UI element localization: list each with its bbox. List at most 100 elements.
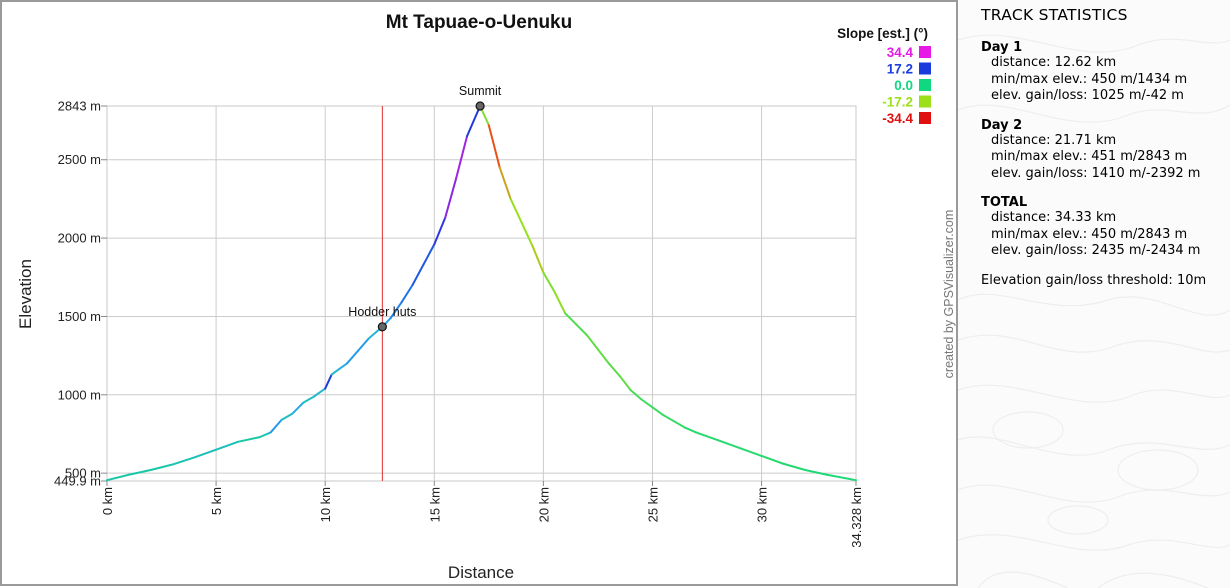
profile-segment (662, 414, 676, 423)
waypoint-marker (377, 322, 387, 332)
profile-segment (498, 166, 512, 200)
legend-swatch (919, 79, 931, 91)
profile-segment (716, 439, 741, 450)
profile-segment (586, 334, 599, 351)
waypoint-label: Hodder huts (348, 305, 416, 319)
profile-segment (330, 368, 340, 376)
track-statistics-panel: TRACK STATISTICS Day 1 distance: 12.62 k… (958, 0, 1230, 588)
profile-segment (433, 216, 447, 246)
plot-area (106, 105, 857, 482)
y-axis-label: Elevation (16, 259, 35, 329)
y-tick-label: 2843 m (58, 99, 101, 114)
y-tick-label: 2000 m (58, 231, 101, 246)
profile-segment (400, 284, 414, 304)
legend-entry-label: 34.4 (887, 45, 914, 60)
profile-segment (258, 431, 272, 439)
profile-segment (127, 469, 152, 476)
profile-segment (738, 447, 763, 457)
profile-segment (106, 473, 130, 482)
x-tick-label: 34.328 km (849, 487, 864, 548)
day1-stats: Day 1 distance: 12.62 km min/max elev.: … (981, 40, 1226, 105)
legend-entry-label: 17.2 (887, 62, 913, 77)
profile-segment (826, 473, 857, 482)
x-tick-label: 0 km (100, 487, 115, 515)
profile-segment (531, 244, 545, 274)
day2-title: Day 2 (981, 117, 1023, 133)
profile-segment (553, 290, 567, 315)
legend-title: Slope [est.] (°) (837, 26, 928, 41)
y-tick-label: 1500 m (58, 309, 101, 324)
stats-title: TRACK STATISTICS (981, 6, 1128, 24)
profile-segment (313, 387, 327, 398)
total-minmax-elevation: min/max elev.: 450 m/2843 m (991, 226, 1188, 242)
profile-segment (356, 337, 370, 352)
profile-segment (542, 271, 556, 293)
profile-segment (236, 436, 261, 443)
day2-gain-loss: elev. gain/loss: 1410 m/-2392 m (991, 165, 1201, 181)
topographic-background (958, 34, 1230, 588)
y-tick-label: 449.9 m (54, 474, 101, 489)
x-tick-label: 25 km (645, 487, 660, 522)
day2-minmax-elevation: min/max elev.: 451 m/2843 m (991, 149, 1188, 164)
profile-segment (389, 301, 403, 320)
waypoint-marker (475, 101, 485, 111)
profile-segment (193, 448, 218, 459)
profile-segment (337, 362, 349, 371)
legend-swatch (919, 46, 931, 58)
total-stats: TOTAL distance: 34.33 km min/max elev.: … (981, 195, 1226, 260)
total-title: TOTAL (981, 195, 1028, 210)
profile-segment (269, 418, 283, 434)
legend-swatch (919, 112, 931, 124)
profile-segment (629, 389, 643, 401)
profile-segment (782, 462, 807, 472)
profile-segment (455, 135, 469, 180)
day1-minmax-elevation: min/max elev.: 450 m/1434 m (991, 71, 1188, 87)
profile-segment (411, 263, 425, 287)
total-gain-loss: elev. gain/loss: 2435 m/-2434 m (991, 243, 1201, 258)
profile-segment (564, 312, 578, 326)
y-tick-label: 2500 m (58, 152, 101, 167)
profile-segment (346, 349, 359, 365)
profile-segment (695, 431, 719, 442)
profile-segment (607, 362, 621, 377)
profile-segment (575, 323, 589, 337)
profile-segment (291, 401, 305, 415)
profile-segment (215, 440, 239, 451)
profile-segment (651, 406, 665, 417)
waypoint-label: Summit (459, 84, 502, 98)
x-axis-label: Distance (448, 563, 514, 582)
profile-segment (520, 221, 534, 247)
day2-stats: Day 2 distance: 21.71 km min/max elev.: … (981, 118, 1226, 183)
x-tick-label: 30 km (755, 487, 770, 522)
day1-gain-loss: elev. gain/loss: 1025 m/-42 m (991, 88, 1184, 103)
profile-segment (487, 124, 501, 169)
x-tick-label: 10 km (318, 487, 333, 522)
profile-segment (760, 454, 785, 465)
profile-segment (149, 463, 174, 472)
legend-entry-label: -17.2 (882, 95, 913, 110)
profile-segment (673, 420, 687, 429)
y-tick-label: 1000 m (58, 387, 101, 402)
profile-segment (684, 426, 698, 434)
profile-segment (280, 412, 294, 421)
chart-title: Mt Tapuae-o-Uenuku (386, 12, 572, 33)
profile-segment (804, 469, 829, 476)
day1-distance: distance: 12.62 km (991, 55, 1117, 70)
day1-title: Day 1 (981, 40, 1023, 55)
legend-entry-label: 0.0 (894, 78, 913, 93)
profile-segment (509, 197, 523, 224)
y-tick-label: 500 m (65, 466, 101, 481)
profile-segment (618, 374, 632, 392)
legend-swatch (919, 95, 931, 108)
profile-segment (302, 395, 316, 404)
profile-segment (640, 398, 654, 409)
watermark: created by GPSVisualizer.com (942, 210, 956, 379)
x-tick-label: 5 km (209, 487, 224, 515)
x-tick-label: 15 km (427, 487, 442, 522)
legend-entry-label: -34.4 (882, 111, 913, 126)
total-distance: distance: 34.33 km (991, 210, 1117, 225)
x-tick-label: 20 km (536, 487, 551, 522)
day2-distance: distance: 21.71 km (991, 132, 1117, 148)
legend-swatch (919, 62, 931, 75)
